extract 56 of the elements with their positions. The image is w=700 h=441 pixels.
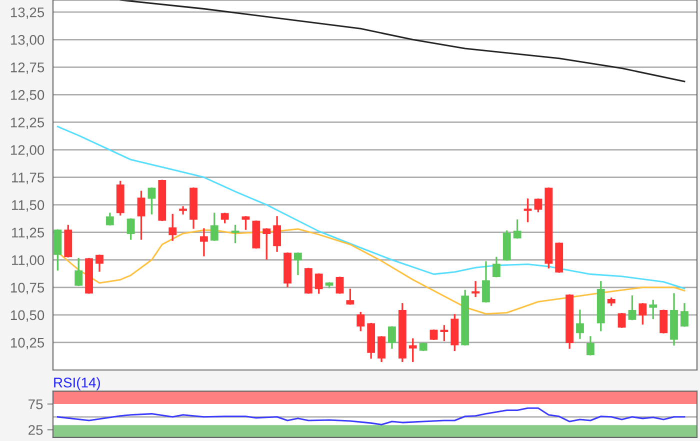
candlestick <box>200 228 208 256</box>
candlestick <box>231 224 240 244</box>
candlestick <box>126 218 135 240</box>
y-tick-label: 10,75 <box>10 282 44 294</box>
candlestick <box>378 336 386 362</box>
candlestick <box>96 254 104 272</box>
y-tick-label: 25 <box>28 425 43 435</box>
y-tick-label: 11,75 <box>12 172 44 184</box>
line-series <box>56 126 686 290</box>
candlestick <box>356 312 365 332</box>
line-series <box>120 0 686 82</box>
candlestick <box>179 206 187 214</box>
y-tick-label: 11,50 <box>12 200 44 212</box>
candlestick <box>74 258 83 286</box>
candlestick <box>618 313 626 328</box>
candlestick <box>273 216 282 252</box>
candlestick <box>137 190 146 240</box>
candlestick <box>649 300 658 320</box>
candlestick <box>148 187 156 214</box>
y-tick-label: 12,50 <box>10 90 44 102</box>
candlestick <box>513 219 522 239</box>
y-tick-label: 10,25 <box>10 338 44 350</box>
candlestick <box>294 252 302 276</box>
y-tick-label: 12,75 <box>10 62 44 74</box>
candlestick <box>262 228 271 260</box>
y-tick-label: 11,25 <box>12 228 44 240</box>
candlestick <box>586 336 594 356</box>
y-tick-label: 13,00 <box>10 34 44 46</box>
candlestick <box>534 198 542 212</box>
chart-title: RSI(14) <box>54 377 100 390</box>
candlestick <box>680 303 688 327</box>
candlestick <box>168 214 177 241</box>
candlestick <box>628 295 636 320</box>
candlestick <box>346 288 354 305</box>
line-series <box>56 407 686 426</box>
candlestick <box>314 273 323 294</box>
y-tick-label: 10,50 <box>10 310 44 322</box>
candlestick <box>440 325 448 342</box>
y-tick-label: 12,00 <box>10 145 44 157</box>
candlestick <box>388 326 396 349</box>
candlestick <box>106 212 114 226</box>
candlestick <box>660 310 668 334</box>
y-tick-label: 75 <box>28 400 43 410</box>
candlestick <box>638 303 647 325</box>
candlestick <box>482 261 490 303</box>
y-tick-label: 12,25 <box>10 118 44 130</box>
candlestick <box>242 216 250 230</box>
candlestick <box>472 281 480 298</box>
candlestick <box>524 198 532 222</box>
y-tick-label: 13,25 <box>10 7 44 19</box>
candlestick <box>336 276 344 294</box>
candlestick <box>210 212 218 241</box>
candlestick <box>492 256 500 278</box>
candlestick <box>576 310 584 339</box>
candlestick <box>408 338 417 362</box>
y-tick-label: 11,00 <box>12 255 44 267</box>
